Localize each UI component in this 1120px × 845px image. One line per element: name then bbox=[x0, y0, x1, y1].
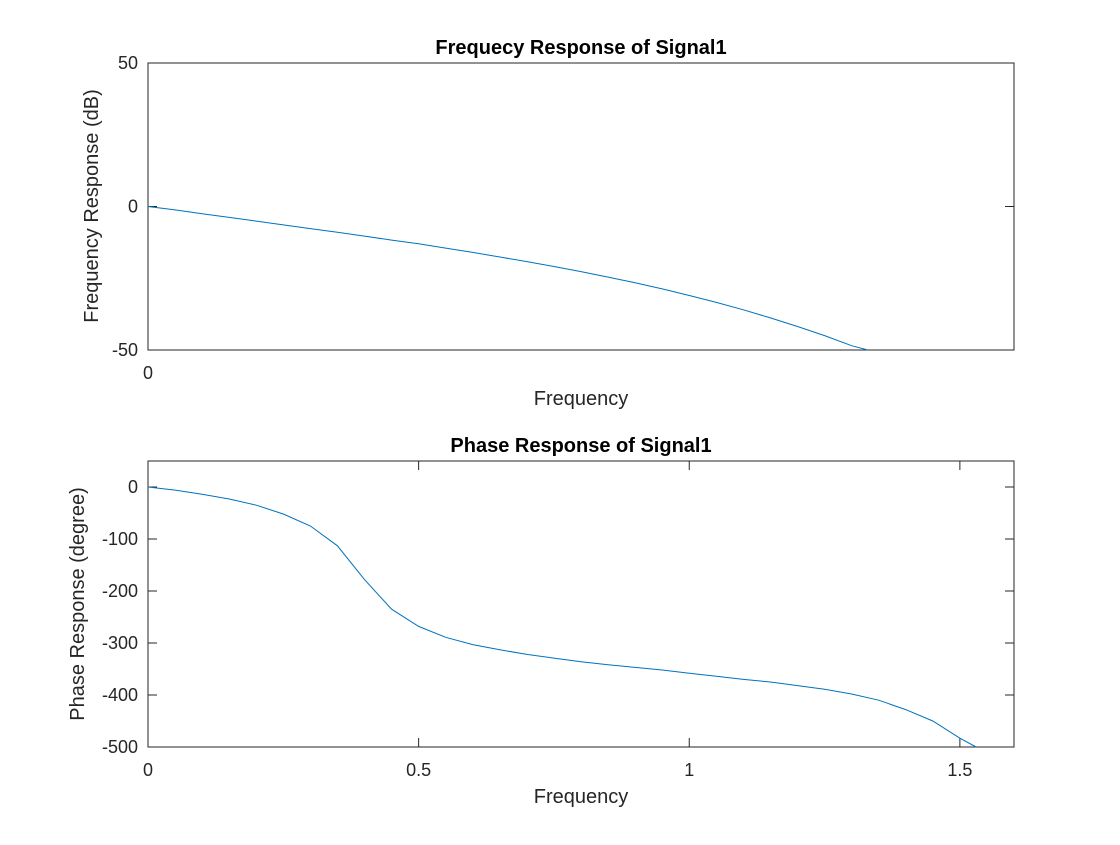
phase-xtick-label: 1 bbox=[684, 760, 694, 780]
magnitude-xtick-label: 0 bbox=[143, 363, 153, 383]
magnitude-xlabel: Frequency bbox=[534, 388, 629, 410]
phase-xlabel: Frequency bbox=[534, 786, 629, 808]
magnitude-ytick-label: 0 bbox=[128, 197, 138, 217]
phase-ytick-label: 0 bbox=[128, 477, 138, 497]
phase-ytick-label: -200 bbox=[102, 581, 138, 601]
phase-title: Phase Response of Signal1 bbox=[450, 435, 711, 457]
magnitude-plot-area bbox=[147, 62, 1015, 351]
phase-series-line bbox=[147, 486, 977, 748]
phase-ylabel: Phase Response (degree) bbox=[67, 487, 89, 720]
phase-xtick-label: 1.5 bbox=[947, 760, 972, 780]
phase-ytick-label: -300 bbox=[102, 633, 138, 653]
phase-ytick-label: -400 bbox=[102, 685, 138, 705]
phase-ytick-label: -500 bbox=[102, 737, 138, 757]
magnitude-ylabel: Frequency Response (dB) bbox=[81, 89, 103, 322]
magnitude-series bbox=[147, 206, 869, 351]
phase-series bbox=[147, 486, 977, 748]
magnitude-ticks: 500-500 bbox=[112, 53, 1014, 383]
phase-xtick-label: 0 bbox=[143, 760, 153, 780]
magnitude-axes: Frequecy Response of Signal1 Frequency F… bbox=[81, 37, 1015, 410]
magnitude-title: Frequecy Response of Signal1 bbox=[435, 37, 726, 59]
magnitude-ytick-label: 50 bbox=[118, 53, 138, 73]
phase-ytick-label: -100 bbox=[102, 529, 138, 549]
magnitude-ytick-label: -50 bbox=[112, 340, 138, 360]
phase-plot-area bbox=[147, 460, 1015, 748]
phase-axes: Phase Response of Signal1 Frequency Phas… bbox=[67, 435, 1015, 808]
magnitude-series-line bbox=[147, 206, 869, 351]
phase-xtick-label: 0.5 bbox=[406, 760, 431, 780]
